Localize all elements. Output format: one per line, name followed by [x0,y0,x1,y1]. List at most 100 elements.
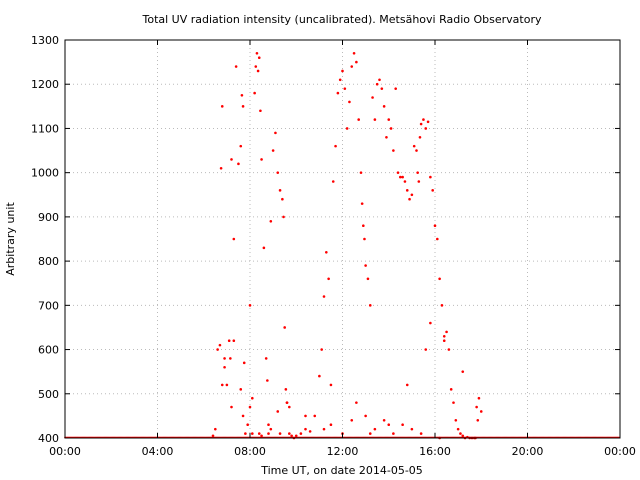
data-point [331,180,335,183]
data-point [429,175,432,179]
data-point [304,427,307,431]
data-point [318,374,321,378]
data-point [248,405,252,409]
data-point [338,78,342,82]
data-point [375,82,379,86]
data-point [223,365,226,369]
data-point [389,127,393,130]
data-point [401,423,404,427]
data-point [362,224,365,228]
data-point [363,237,366,241]
data-point [229,357,232,360]
data-point [260,434,263,438]
data-point [230,158,233,161]
data-point [227,339,231,343]
x-tick-label: 00:00 [604,445,636,458]
data-point [241,105,245,108]
data-point [225,383,229,387]
data-point [271,149,275,152]
data-point [255,51,259,55]
data-point [387,118,391,121]
data-point [242,361,246,365]
data-point [445,330,448,334]
data-point [269,427,273,431]
data-point [325,250,328,254]
data-point [422,118,425,121]
data-point [382,105,386,108]
data-point [405,189,409,192]
data-point [359,171,363,174]
data-point [282,215,285,219]
data-point [345,127,349,130]
data-point [322,427,326,431]
x-tick-label: 08:00 [234,445,266,458]
data-point [230,405,233,409]
data-point [410,427,414,431]
data-point [454,419,458,422]
data-point [278,432,282,435]
data-point [429,321,432,325]
data-point [371,96,374,99]
data-point [357,118,360,121]
data-point [284,388,288,391]
data-point [329,423,333,427]
data-point [304,414,307,418]
data-point [368,304,372,307]
data-point [220,383,224,387]
data-point [431,189,434,192]
data-point [433,224,437,228]
data-point [248,304,252,307]
data-point [440,304,444,307]
data-point [424,127,428,130]
data-point [288,405,291,409]
data-point [449,388,453,391]
data-point [392,149,395,152]
data-point [405,383,409,387]
data-point [476,419,480,422]
data-point [399,175,402,179]
data-point [385,135,388,139]
data-point [410,193,414,197]
data-point [276,171,280,174]
data-point [313,414,317,418]
data-point [267,423,270,427]
data-point [254,65,258,68]
data-point [240,93,244,97]
data-point [396,171,400,174]
data-point [360,202,364,205]
data-point [218,343,222,347]
data-point [438,277,441,281]
chart-title: Total UV radiation intensity (uncalibrat… [142,13,542,26]
data-point [276,410,280,413]
data-point [355,401,358,404]
data-point [334,144,337,148]
x-tick-label: 00:00 [49,445,81,458]
grid [65,40,620,438]
data-point [244,432,247,435]
data-point [336,91,340,95]
data-point [283,326,286,329]
data-point [350,419,354,422]
data-point [380,87,384,90]
data-point [436,237,439,241]
data-point [352,51,356,55]
data-point [274,131,277,135]
data-point [452,401,455,404]
data-point [378,78,381,82]
data-point [416,171,419,174]
data-point [368,432,372,435]
data-point [419,122,423,126]
data-point [403,180,407,183]
data-point [355,60,358,64]
data-point [290,434,293,438]
data-point [237,162,240,166]
data-point [259,109,262,113]
data-point [479,410,483,413]
x-axis-label: Time UT, on date 2014-05-05 [260,464,423,477]
y-tick-label: 700 [38,299,59,312]
y-tick-label: 1100 [31,122,59,135]
y-tick-label: 900 [38,211,59,224]
data-point [447,348,451,351]
data-point [415,149,418,152]
